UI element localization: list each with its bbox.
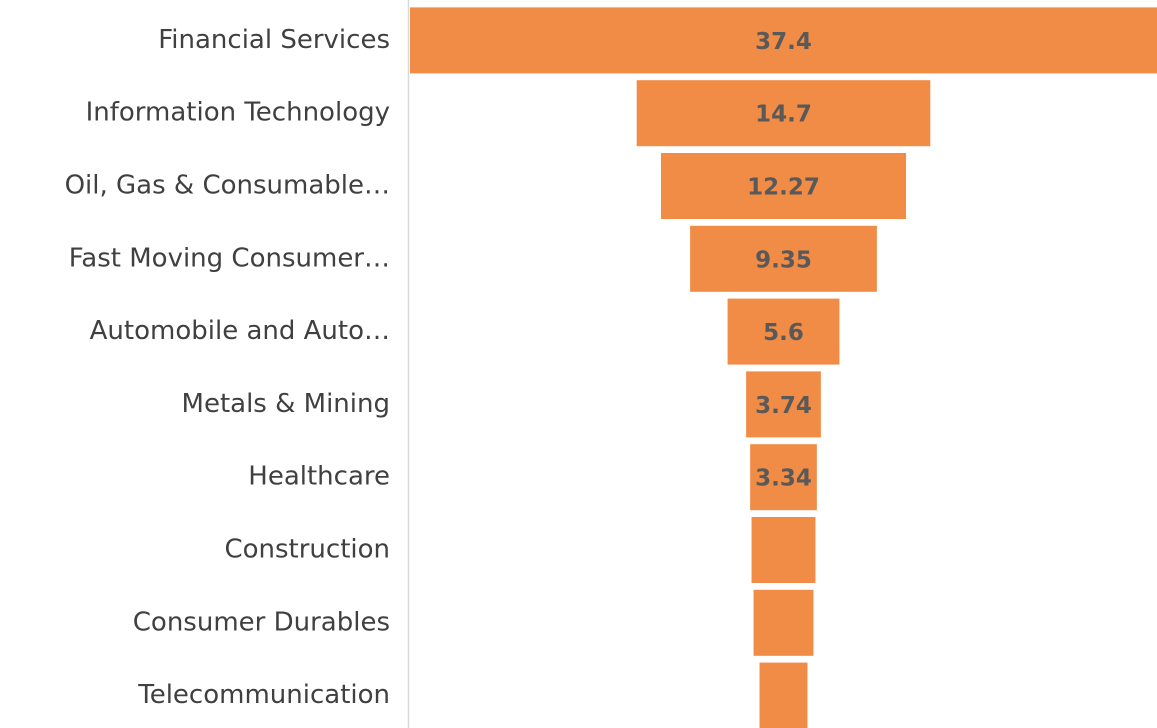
funnel-bar [753, 589, 814, 656]
category-label: Financial Services [158, 25, 390, 55]
data-label: 3.74 [755, 393, 812, 419]
data-label: 5.6 [763, 320, 804, 346]
category-label: Fast Moving Consumer… [69, 243, 390, 273]
funnel-bar [751, 517, 816, 583]
category-label: Automobile and Auto… [90, 316, 390, 346]
category-label: Oil, Gas & Consumable… [65, 171, 390, 201]
funnel-bar [690, 225, 877, 292]
category-label: Telecommunication [137, 680, 390, 710]
funnel-bar [727, 298, 840, 365]
funnel-bar [660, 153, 907, 219]
funnel-bar [759, 662, 808, 728]
funnel-bar [410, 7, 1157, 74]
category-label: Consumer Durables [133, 607, 390, 637]
data-label: 12.27 [747, 175, 820, 201]
data-label: 37.4 [755, 29, 812, 55]
funnel-bar [750, 444, 817, 511]
funnel-bar [636, 80, 931, 147]
data-label: 9.35 [755, 247, 812, 273]
category-label: Construction [224, 535, 390, 565]
data-label: 14.7 [755, 102, 812, 128]
category-label: Information Technology [86, 98, 390, 128]
category-label: Healthcare [248, 462, 390, 492]
data-label: 3.34 [755, 466, 812, 492]
category-label: Metals & Mining [182, 389, 390, 419]
funnel-bar [746, 371, 821, 438]
